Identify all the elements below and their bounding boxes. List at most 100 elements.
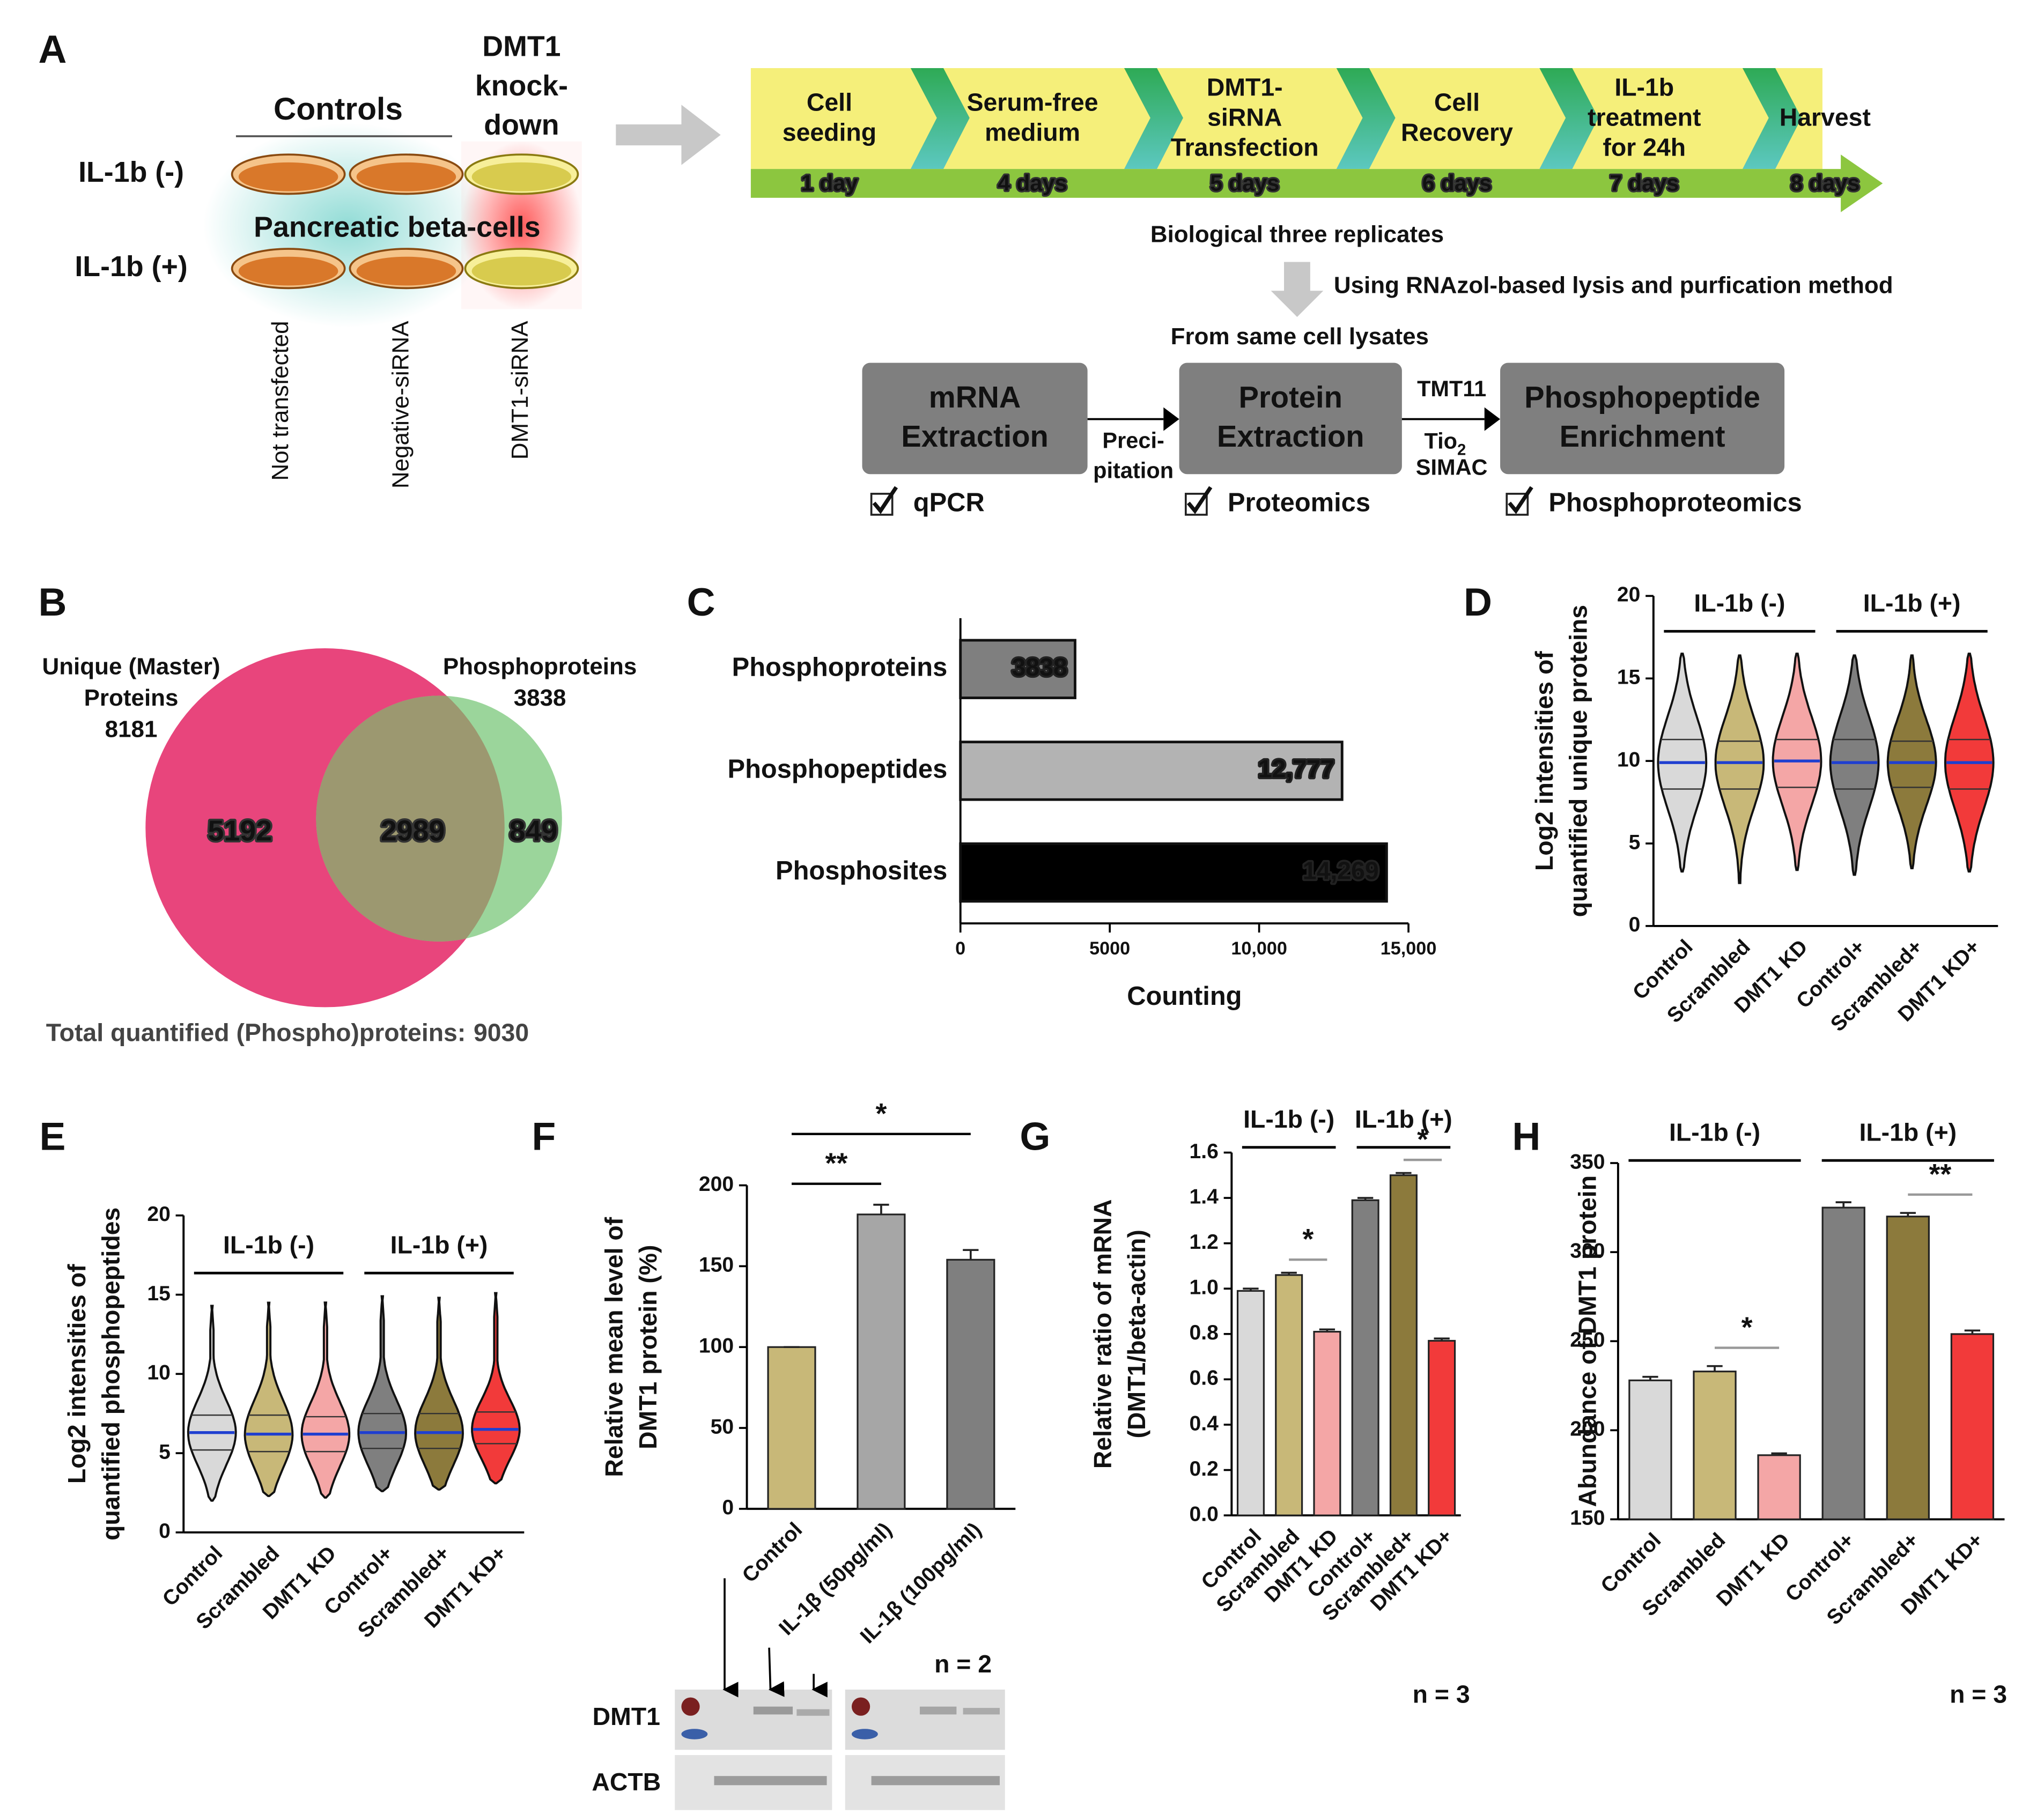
x-tick-label: 0	[955, 938, 965, 959]
error-bar	[1396, 1172, 1412, 1175]
y-tick-label: Phosphopeptides	[728, 754, 948, 783]
y-axis-title: Relative mean level of	[600, 1217, 628, 1477]
panel-label: B	[39, 580, 67, 624]
venn-label: Unique (Master)	[42, 653, 220, 679]
y-tick-label: 350	[1570, 1150, 1605, 1173]
note: From same cell lysates	[1171, 323, 1429, 350]
group-label: IL-1b (-)	[1694, 589, 1785, 617]
chevron	[910, 68, 970, 169]
bar	[857, 1213, 906, 1510]
timeline-day: 4 days	[998, 170, 1067, 195]
venn-size: 3838	[514, 685, 566, 711]
y-axis-title: DMT1 protein (%)	[634, 1245, 662, 1449]
venn-overlap	[316, 695, 505, 942]
note: Biological three replicates	[1150, 221, 1444, 247]
y-axis-title: Relative ratio of mRNA	[1089, 1199, 1117, 1469]
panel-label: D	[1464, 580, 1492, 624]
group-title: DMT1	[482, 31, 560, 63]
bar	[959, 842, 1388, 903]
process-box	[1500, 362, 1785, 475]
timeline-day: 8 days	[1790, 170, 1859, 195]
bar	[1351, 1199, 1379, 1516]
venn-label: Phosphoproteins	[443, 653, 637, 679]
group-title: knock-	[475, 70, 568, 102]
group-label: IL-1b (-)	[1243, 1105, 1334, 1133]
checkmark	[1186, 486, 1213, 514]
timeline-step: medium	[985, 119, 1080, 146]
column-label: DMT1-siRNA	[507, 321, 533, 460]
y-axis-title: Log2 intensities of	[63, 1264, 91, 1484]
bar	[1950, 1333, 1995, 1521]
error-bar	[1319, 1328, 1335, 1332]
group-label: IL-1b (+)	[1859, 1119, 1957, 1146]
flow-label: TMT11	[1417, 376, 1486, 401]
error-bar	[1434, 1337, 1450, 1341]
x-axis-title: Counting	[1127, 982, 1242, 1011]
checkbox	[870, 493, 894, 516]
y-tick-label: 0.0	[1190, 1502, 1219, 1526]
checkmark	[872, 486, 898, 514]
group-label: IL-1b (+)	[390, 1231, 488, 1259]
panel-label: H	[1512, 1114, 1540, 1158]
venn-count: 849	[510, 815, 558, 847]
y-tick-label: 20	[147, 1203, 170, 1226]
x-tick-label: Control	[738, 1518, 807, 1587]
group-label: IL-1b (-)	[1669, 1119, 1760, 1146]
flow-label: SIMAC	[1416, 454, 1488, 479]
n-label: n = 3	[1950, 1680, 2007, 1708]
column-label: Negative-siRNA	[388, 321, 414, 488]
process-box	[1179, 362, 1402, 475]
process-title: mRNA	[929, 380, 1021, 414]
flow-label: Tio	[1425, 428, 1458, 454]
y-tick-label: 150	[1570, 1507, 1605, 1530]
timeline-day: 6 days	[1422, 170, 1492, 195]
check-label: Proteomics	[1228, 488, 1370, 517]
dish-medium	[471, 162, 572, 191]
dish-medium	[356, 162, 456, 191]
error-bar	[1835, 1201, 1851, 1208]
group-title: down	[484, 109, 559, 141]
chevron	[1124, 68, 1183, 169]
timeline-step: DMT1-	[1207, 73, 1283, 101]
panel-label: G	[1020, 1114, 1050, 1158]
chevron	[1742, 68, 1802, 169]
venn-total-value: 9030	[474, 1019, 529, 1047]
y-axis-title: (DMT1/beta-actin)	[1123, 1230, 1150, 1438]
y-tick-label: 20	[1617, 583, 1640, 606]
check-label: Phosphoproteomics	[1548, 488, 1802, 517]
timeline-step: Recovery	[1401, 119, 1513, 146]
process-title: Protein	[1239, 380, 1342, 414]
timeline-step: treatment	[1588, 103, 1701, 131]
row-label: IL-1b (+)	[75, 250, 187, 283]
arrow	[616, 105, 721, 165]
flow-label: Tio2	[1425, 428, 1466, 458]
violin	[187, 1305, 237, 1502]
timeline-day: 5 days	[1210, 170, 1279, 195]
bar	[1693, 1371, 1737, 1521]
dish-medium	[471, 256, 572, 286]
y-axis-title: quantified unique proteins	[1564, 605, 1592, 917]
y-tick-label: 1.4	[1190, 1185, 1219, 1208]
violin	[1829, 654, 1880, 876]
y-tick-label: 0.6	[1190, 1367, 1219, 1390]
error-bar	[1771, 1452, 1787, 1455]
bar	[1389, 1174, 1418, 1516]
flow-label-sub: 2	[1457, 441, 1466, 458]
process-box	[862, 362, 1088, 475]
y-tick-label: 0.8	[1190, 1321, 1219, 1344]
process-title: Phosphopeptide	[1524, 380, 1760, 414]
timeline-step: Transfection	[1171, 134, 1319, 161]
bar	[1313, 1330, 1341, 1516]
bar	[1236, 1290, 1265, 1516]
sig-label: *	[875, 1098, 887, 1130]
checkbox	[1184, 493, 1208, 516]
error-bar	[1642, 1375, 1658, 1381]
y-axis-title: Abundance of DMT1 protein	[1573, 1175, 1601, 1507]
y-tick-label: 200	[699, 1173, 734, 1196]
violin	[414, 1297, 464, 1491]
y-tick-label: 0	[722, 1496, 734, 1519]
group-label: IL-1b (+)	[1863, 589, 1961, 617]
bar	[1275, 1274, 1303, 1516]
timeline-step: Serum-free	[967, 88, 1098, 116]
